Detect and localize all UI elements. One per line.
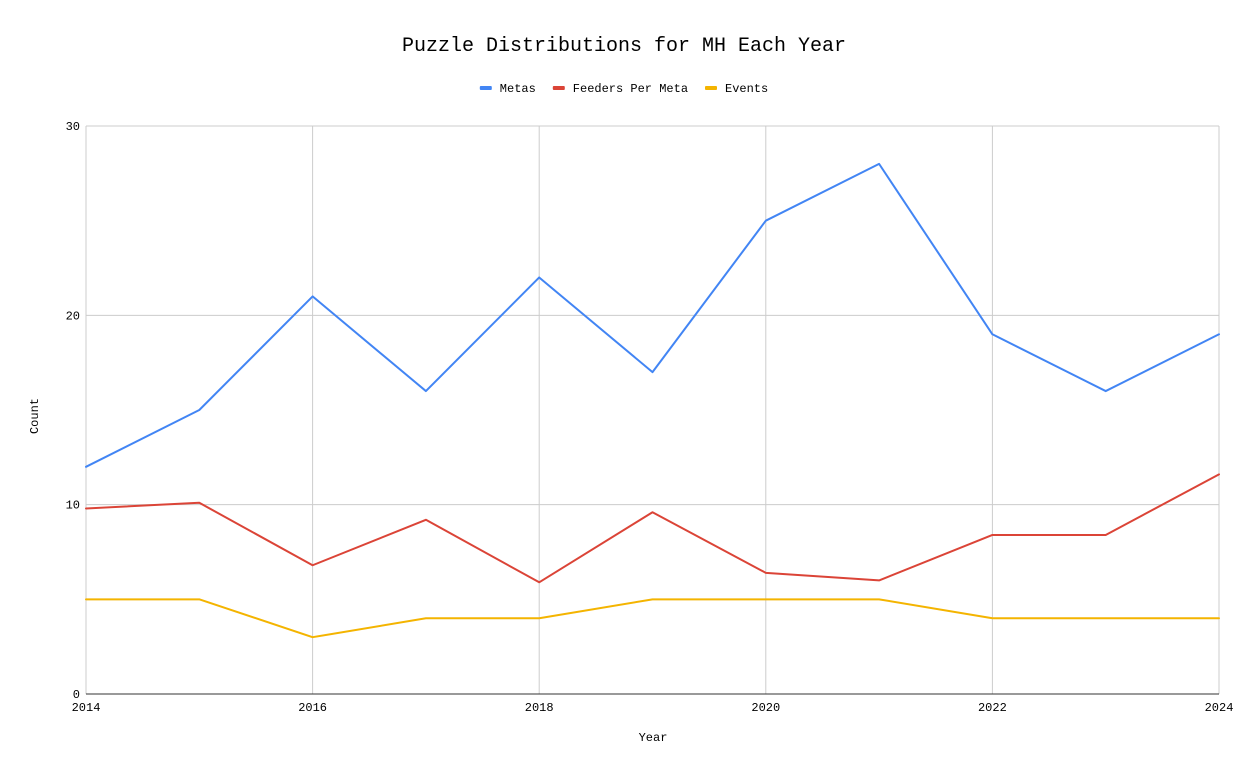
- legend-label: Feeders Per Meta: [573, 82, 688, 96]
- x-tick-label: 2018: [525, 701, 554, 715]
- legend-item: Feeders Per Meta: [552, 82, 688, 96]
- legend-label: Events: [725, 82, 768, 96]
- series-line-feeders-per-meta: [85, 473, 1220, 584]
- series-lines: [85, 162, 1220, 639]
- y-tick-label: 20: [66, 309, 80, 323]
- series-line-metas: [85, 162, 1220, 468]
- legend-item: Events: [705, 82, 768, 96]
- legend-item: Metas: [479, 82, 536, 96]
- y-tick-label: 30: [66, 120, 80, 134]
- series-line-events: [85, 598, 1220, 639]
- x-tick-label: 2020: [751, 701, 780, 715]
- legend-label: Metas: [500, 82, 536, 96]
- legend-swatch: [705, 86, 717, 90]
- legend: Metas Feeders Per Meta Events: [479, 82, 768, 96]
- x-tick-label: 2016: [298, 701, 327, 715]
- x-tick-label: 2014: [72, 701, 101, 715]
- x-axis-label: Year: [639, 731, 668, 745]
- x-tick-label: 2022: [978, 701, 1007, 715]
- legend-swatch: [479, 86, 492, 90]
- y-tick-label: 10: [66, 499, 80, 513]
- x-tick-label: 2024: [1205, 701, 1234, 715]
- legend-swatch: [552, 86, 565, 90]
- y-tick-label: 0: [73, 688, 80, 702]
- y-axis-label: Count: [28, 398, 42, 434]
- grid: [85, 125, 1220, 694]
- tick-labels: 0 10 20 30 2014 2016 2018 2020 2022 2024: [66, 120, 1234, 715]
- chart-title: Puzzle Distributions for MH Each Year: [402, 35, 846, 58]
